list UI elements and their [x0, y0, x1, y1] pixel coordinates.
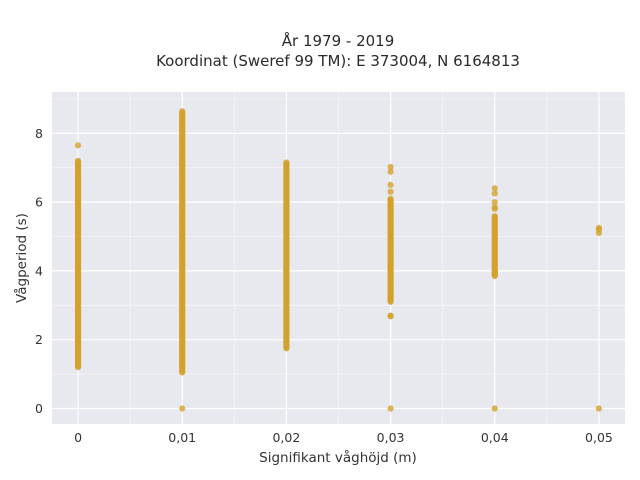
data-point [491, 198, 498, 206]
data-point [74, 142, 82, 149]
data-point [387, 313, 394, 320]
data-point [491, 204, 498, 211]
data-point [179, 405, 186, 412]
data-point [387, 188, 394, 195]
data-point [387, 405, 394, 412]
data-point [595, 224, 603, 231]
x-tick-label: 0,05 [585, 430, 613, 445]
data-point [283, 159, 290, 166]
x-tick-label: 0 [74, 430, 82, 445]
data-point [74, 157, 82, 164]
data-point [387, 163, 394, 171]
data-point [179, 108, 186, 115]
x-tick-label: 0,02 [272, 430, 300, 445]
ticks-layer: 0 2 4 6 8 0 0,01 0,02 0,03 0,04 0,05 [35, 126, 613, 445]
y-tick-label: 6 [35, 195, 43, 210]
data-point [387, 168, 394, 175]
chart-title: År 1979 - 2019 [282, 31, 395, 50]
y-axis-title: Vågperiod (s) [13, 213, 30, 303]
y-tick-label: 2 [35, 332, 43, 347]
points-layer [74, 108, 603, 412]
data-point [491, 190, 498, 197]
x-axis-title: Signifikant våghöjd (m) [259, 449, 417, 466]
x-tick-label: 0,03 [377, 430, 405, 445]
data-point [387, 181, 394, 188]
data-point [491, 213, 498, 220]
x-tick-label: 0,01 [168, 430, 196, 445]
grid-layer [52, 92, 625, 424]
x-tick-label: 0,04 [481, 430, 509, 445]
data-point [595, 405, 603, 412]
data-point [491, 185, 498, 192]
y-tick-label: 0 [35, 401, 43, 416]
chart-subtitle: Koordinat (Sweref 99 TM): E 373004, N 61… [156, 52, 520, 70]
y-tick-label: 8 [35, 126, 43, 141]
y-tick-label: 4 [35, 263, 43, 278]
data-point [491, 405, 498, 412]
data-point [387, 195, 394, 202]
